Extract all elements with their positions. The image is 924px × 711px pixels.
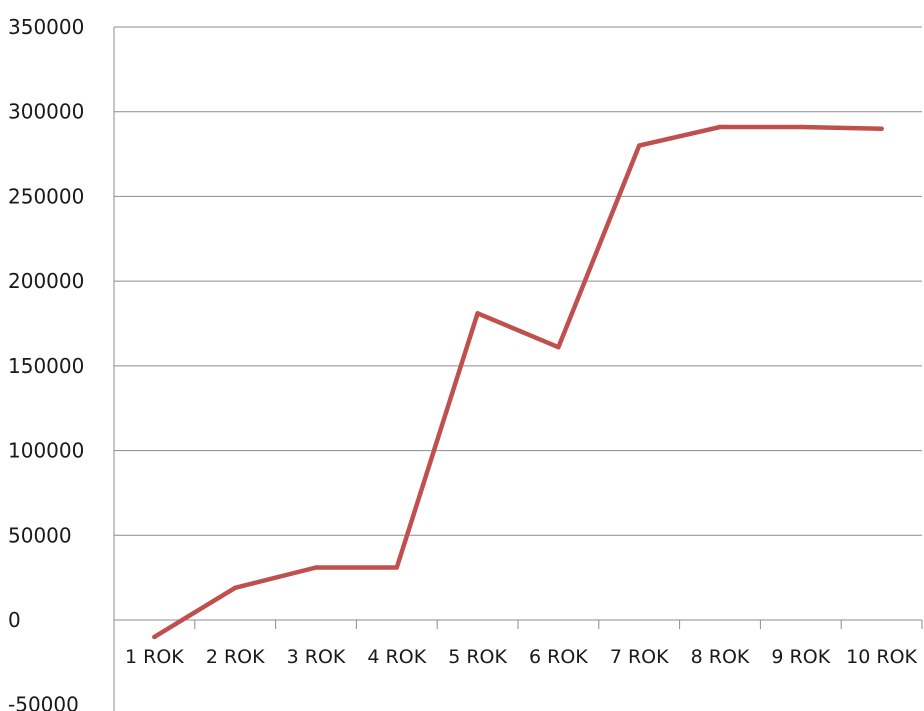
x-tick-label: 2 ROK	[206, 646, 265, 668]
data-point	[394, 565, 399, 570]
x-tick-label: 9 ROK	[771, 646, 830, 668]
series-layer	[152, 124, 884, 640]
y-tick-label: 50000	[8, 523, 72, 547]
y-tick-label: 100000	[8, 439, 84, 463]
x-tick-label: 1 ROK	[125, 646, 184, 668]
axes	[113, 27, 923, 711]
x-tick-label: 7 ROK	[610, 646, 669, 668]
y-tick-label: 250000	[8, 184, 84, 208]
y-tick-label: 350000	[8, 15, 84, 39]
y-tick-label: 200000	[8, 269, 84, 293]
x-tick-label: 4 ROK	[367, 646, 426, 668]
y-tick-label: 0	[8, 608, 21, 632]
y-tick-label: 150000	[8, 354, 84, 378]
x-tick-label: 3 ROK	[287, 646, 346, 668]
y-tick-label: 300000	[8, 100, 84, 124]
data-point	[637, 143, 642, 148]
data-point	[233, 585, 238, 591]
data-point	[313, 565, 319, 570]
x-tick-label: 8 ROK	[691, 646, 750, 668]
gridlines	[114, 26, 922, 536]
data-point	[475, 311, 480, 316]
x-tick-label: 6 ROK	[529, 646, 588, 668]
y-tick-label: -50000	[8, 693, 79, 711]
data-point	[717, 124, 723, 130]
data-point	[879, 126, 884, 131]
data-point	[556, 345, 561, 350]
data-point	[152, 634, 157, 640]
x-tick-label: 10 ROK	[846, 646, 917, 668]
data-point	[798, 124, 803, 130]
x-axis-tick-labels: 1 ROK 2 ROK 3 ROK 4 ROK 5 ROK 6 ROK 7 ROK 8 ROK…	[125, 646, 918, 668]
y-axis-tick-labels: -50000 0 50000 100000 150000 200000 250000 3000…	[8, 15, 84, 711]
x-tick-label: 5 ROK	[448, 646, 507, 668]
series-line	[152, 124, 884, 640]
